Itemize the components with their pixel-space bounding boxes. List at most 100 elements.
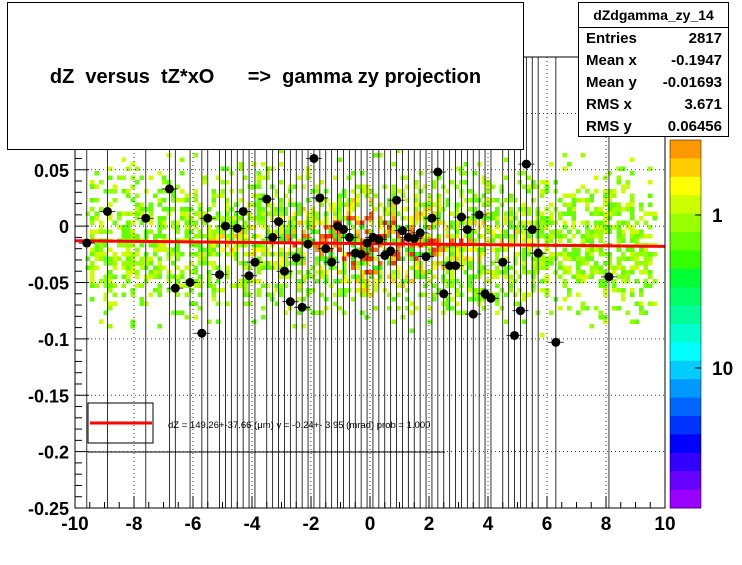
heatmap-cell	[319, 310, 324, 315]
heatmap-cell	[112, 265, 117, 270]
heatmap-cell	[247, 279, 252, 284]
data-point	[392, 195, 402, 205]
heatmap-cell	[630, 193, 635, 198]
heatmap-cell	[184, 216, 189, 221]
heatmap-cell	[454, 225, 459, 230]
heatmap-cell	[378, 153, 383, 158]
heatmap-cell	[351, 243, 356, 248]
heatmap-cell	[405, 279, 410, 284]
heatmap-cell	[234, 220, 239, 225]
heatmap-cell	[121, 265, 126, 270]
heatmap-cell	[378, 216, 383, 221]
heatmap-cell	[225, 211, 230, 216]
heatmap-cell	[342, 274, 347, 279]
heatmap-cell	[598, 211, 603, 216]
heatmap-cell	[135, 193, 140, 198]
heatmap-cell	[549, 229, 554, 234]
heatmap-cell	[441, 301, 446, 306]
heatmap-cell	[333, 238, 338, 243]
heatmap-cell	[355, 261, 360, 266]
heatmap-cell	[387, 202, 392, 207]
heatmap-cell	[180, 198, 185, 203]
heatmap-cell	[252, 216, 257, 221]
heatmap-cell	[378, 220, 383, 225]
heatmap-cell	[211, 297, 216, 302]
stats-row-mean-x: Mean x -0.1947	[579, 50, 728, 72]
heatmap-cell	[220, 189, 225, 194]
heatmap-cell	[144, 207, 149, 212]
heatmap-cell	[576, 189, 581, 194]
heatmap-cell	[585, 252, 590, 257]
heatmap-cell	[94, 283, 99, 288]
heatmap-cell	[378, 243, 383, 248]
heatmap-cell	[549, 220, 554, 225]
heatmap-cell	[405, 297, 410, 302]
heatmap-cell	[135, 207, 140, 212]
heatmap-cell	[247, 292, 252, 297]
heatmap-cell	[153, 252, 158, 257]
heatmap-cell	[207, 225, 212, 230]
heatmap-cell	[184, 225, 189, 230]
heatmap-cell	[310, 265, 315, 270]
heatmap-cell	[612, 283, 617, 288]
heatmap-cell	[139, 283, 144, 288]
heatmap-cell	[121, 225, 126, 230]
heatmap-cell	[580, 256, 585, 261]
heatmap-cell	[423, 274, 428, 279]
heatmap-cell	[571, 247, 576, 252]
heatmap-cell	[243, 175, 248, 180]
heatmap-cell	[616, 306, 621, 311]
heatmap-cell	[355, 265, 360, 270]
heatmap-cell	[571, 198, 576, 203]
heatmap-cell	[301, 238, 306, 243]
colorbar-segment	[670, 140, 701, 159]
heatmap-cell	[283, 252, 288, 257]
colorbar-segment	[670, 176, 701, 196]
heatmap-cell	[297, 207, 302, 212]
heatmap-cell	[508, 265, 513, 270]
heatmap-cell	[423, 283, 428, 288]
heatmap-cell	[387, 256, 392, 261]
heatmap-cell	[391, 184, 396, 189]
heatmap-cell	[360, 189, 365, 194]
heatmap-cell	[360, 247, 365, 252]
heatmap-cell	[508, 279, 513, 284]
heatmap-cell	[468, 297, 473, 302]
heatmap-cell	[238, 162, 243, 167]
heatmap-cell	[540, 216, 545, 221]
heatmap-cell	[243, 238, 248, 243]
heatmap-cell	[589, 229, 594, 234]
heatmap-cell	[612, 189, 617, 194]
heatmap-cell	[207, 229, 212, 234]
heatmap-cell	[423, 234, 428, 239]
heatmap-cell	[612, 193, 617, 198]
heatmap-cell	[567, 288, 572, 293]
heatmap-cell	[526, 220, 531, 225]
heatmap-cell	[508, 288, 513, 293]
heatmap-cell	[225, 265, 230, 270]
heatmap-cell	[256, 279, 261, 284]
heatmap-cell	[342, 256, 347, 261]
colorbar-segment	[670, 342, 701, 362]
heatmap-cell	[243, 220, 248, 225]
heatmap-cell	[355, 216, 360, 221]
heatmap-cell	[225, 216, 230, 221]
heatmap-cell	[180, 171, 185, 176]
heatmap-cell	[189, 243, 194, 248]
heatmap-cell	[153, 265, 158, 270]
heatmap-cell	[621, 166, 626, 171]
heatmap-cell	[432, 297, 437, 302]
heatmap-cell	[634, 301, 639, 306]
stats-label: Entries	[586, 30, 637, 47]
heatmap-cell	[621, 274, 626, 279]
heatmap-cell	[522, 207, 527, 212]
heatmap-cell	[373, 153, 378, 158]
heatmap-cell	[310, 243, 315, 248]
stats-label: RMS y	[586, 118, 632, 135]
heatmap-cell	[396, 148, 401, 153]
heatmap-cell	[432, 261, 437, 266]
heatmap-cell	[279, 198, 284, 203]
heatmap-cell	[441, 184, 446, 189]
heatmap-cell	[616, 288, 621, 293]
heatmap-cell	[193, 198, 198, 203]
